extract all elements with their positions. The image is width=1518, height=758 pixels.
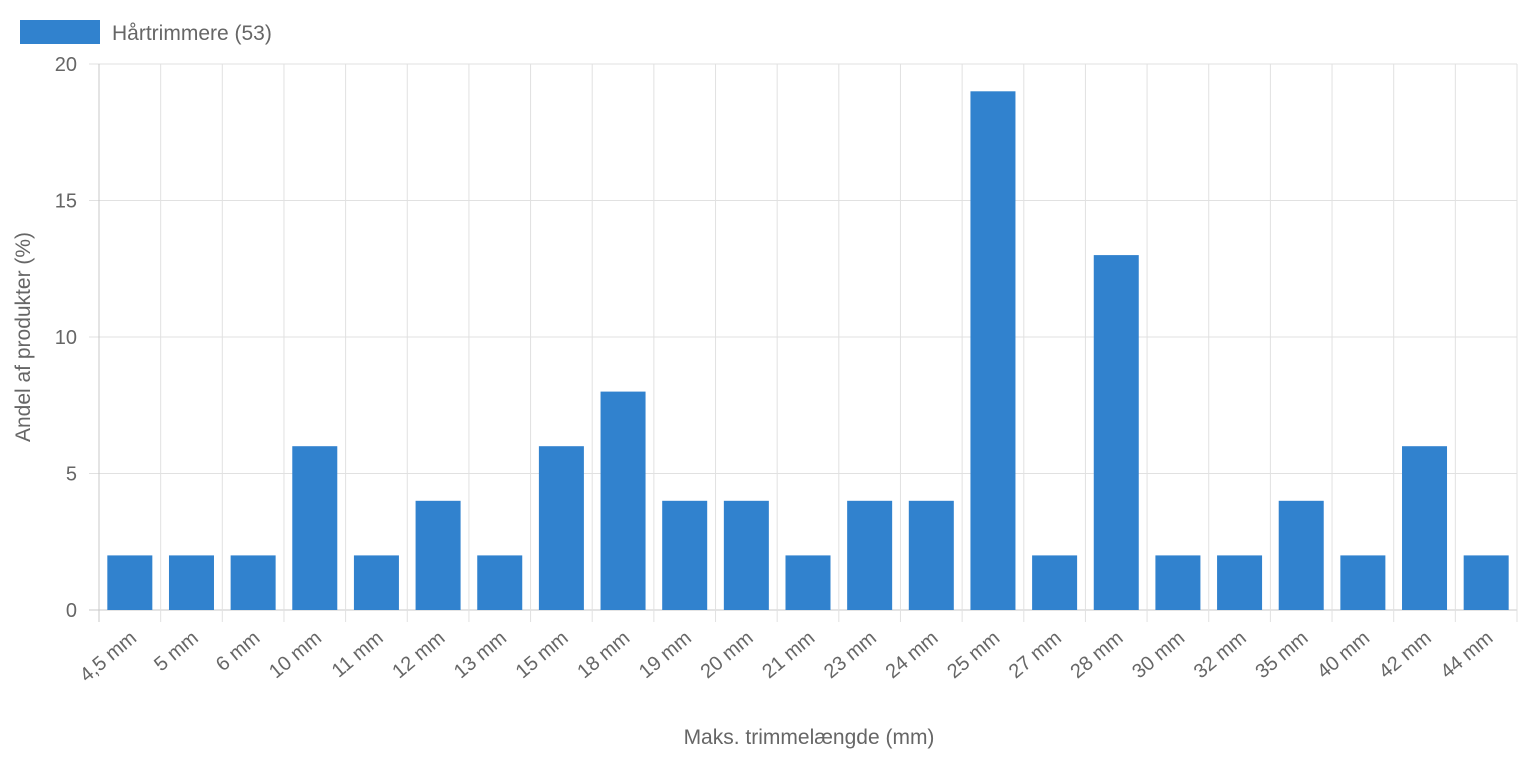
bar[interactable] — [292, 446, 338, 610]
bar[interactable] — [600, 391, 646, 610]
bar[interactable] — [477, 555, 523, 610]
x-tick-label: 44 mm — [1436, 627, 1497, 683]
legend[interactable]: Hårtrimmere (53) — [20, 20, 272, 45]
bar[interactable] — [1032, 555, 1078, 610]
x-axis-ticks: 4,5 mm 5 mm 6 mm 10 mm 11 mm 12 mm 13 mm 15 mm 1… — [76, 627, 1498, 687]
bar[interactable] — [1463, 555, 1509, 610]
bar[interactable] — [538, 446, 584, 610]
x-tick-label: 28 mm — [1067, 627, 1128, 683]
bar[interactable] — [1093, 255, 1139, 610]
x-tick-label: 42 mm — [1375, 627, 1436, 683]
x-tick-label: 24 mm — [882, 627, 943, 683]
x-axis-title: Maks. trimmelængde (mm) — [684, 726, 935, 749]
y-tick-label: 15 — [55, 191, 77, 213]
bar[interactable] — [908, 500, 954, 610]
x-tick-label: 4,5 mm — [76, 627, 141, 687]
x-tick-label: 15 mm — [512, 627, 573, 683]
y-tick-label: 0 — [66, 600, 77, 622]
y-tick-label: 5 — [66, 464, 77, 486]
bar[interactable] — [1155, 555, 1201, 610]
x-tick-label: 21 mm — [758, 627, 819, 683]
x-tick-label: 35 mm — [1251, 627, 1312, 683]
bar[interactable] — [353, 555, 399, 610]
x-tick-label: 32 mm — [1190, 627, 1251, 683]
x-tick-label: 5 mm — [150, 627, 202, 676]
bar[interactable] — [847, 500, 893, 610]
x-tick-label: 23 mm — [820, 627, 881, 683]
x-tick-label: 19 mm — [635, 627, 696, 683]
y-axis-title: Andel af produkter (%) — [12, 232, 35, 442]
bar[interactable] — [1278, 500, 1324, 610]
x-tick-label: 20 mm — [697, 627, 758, 683]
x-tick-label: 10 mm — [265, 627, 326, 683]
bar[interactable] — [723, 500, 769, 610]
bar[interactable] — [970, 91, 1016, 611]
bar[interactable] — [662, 500, 708, 610]
x-tick-label: 30 mm — [1128, 627, 1189, 683]
bar[interactable] — [1217, 555, 1263, 610]
x-tick-label: 11 mm — [328, 627, 388, 682]
x-tick-label: 27 mm — [1005, 627, 1066, 683]
legend-label: Hårtrimmere (53) — [112, 22, 272, 45]
bar[interactable] — [107, 555, 153, 610]
bar[interactable] — [785, 555, 831, 610]
bar[interactable] — [1340, 555, 1386, 610]
bar[interactable] — [230, 555, 276, 610]
legend-swatch — [20, 20, 100, 44]
bars — [107, 91, 1509, 611]
bar[interactable] — [168, 555, 214, 610]
x-tick-label: 6 mm — [212, 627, 264, 676]
bar[interactable] — [1402, 446, 1448, 610]
x-tick-label: 40 mm — [1313, 627, 1374, 683]
x-tick-label: 25 mm — [943, 627, 1004, 683]
y-tick-label: 10 — [55, 327, 77, 349]
y-tick-label: 20 — [55, 54, 77, 76]
x-tick-label: 18 mm — [573, 627, 634, 683]
y-axis-ticks: 0 5 10 15 20 — [55, 54, 77, 622]
x-tick-label: 13 mm — [450, 627, 511, 683]
grid — [89, 63, 1518, 622]
x-tick-label: 12 mm — [388, 627, 449, 683]
bar[interactable] — [415, 500, 461, 610]
